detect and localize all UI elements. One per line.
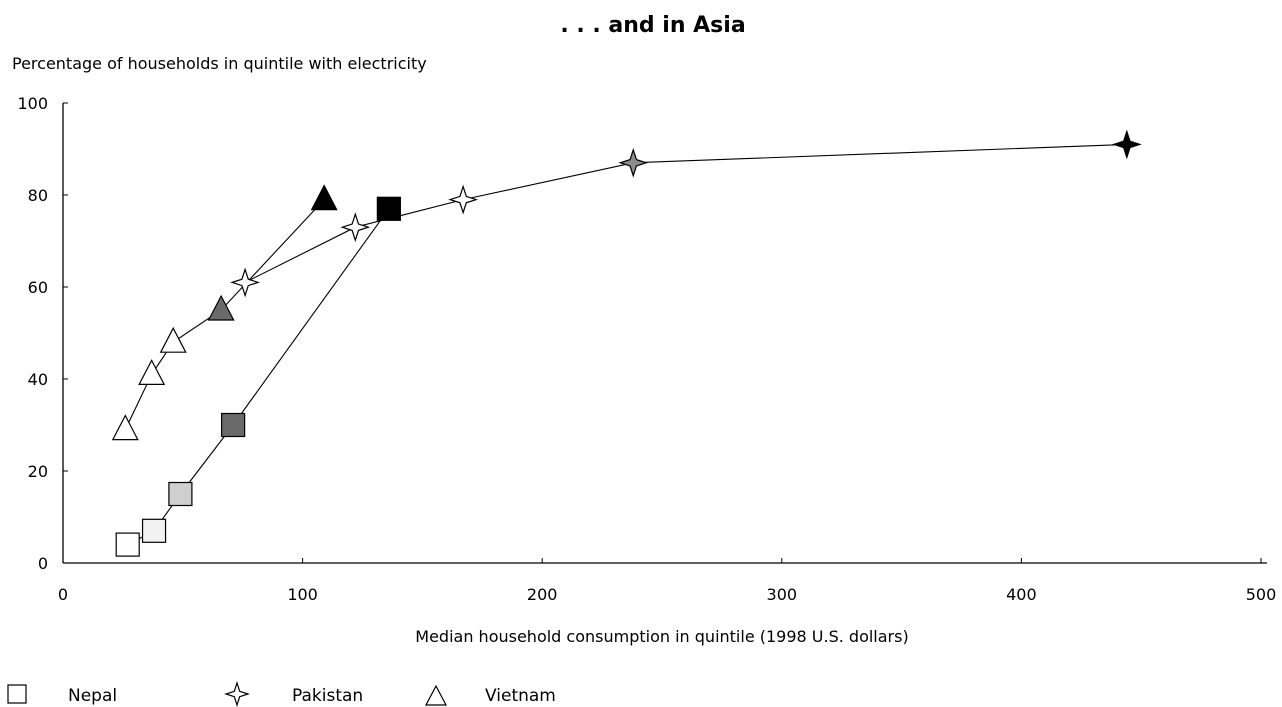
data-point-nepal: [115, 532, 140, 557]
legend: Nepal Pakistan Vietnam: [7, 681, 556, 707]
data-point-vietnam: [207, 294, 235, 321]
y-ticks: 0 20 40 60 80 100: [17, 94, 68, 573]
x-tick-label: 100: [287, 585, 318, 604]
data-point-nepal: [168, 481, 193, 507]
data-point-pakistan: [340, 212, 371, 243]
series-markers: [111, 129, 1142, 557]
data-point-vietnam: [159, 326, 187, 353]
legend-square-marker-icon: [7, 684, 27, 704]
data-point-nepal: [376, 196, 401, 221]
x-tick-label: 500: [1246, 585, 1277, 604]
x-axis-label: Median household consumption in quintile…: [415, 627, 908, 646]
y-tick-label: 0: [38, 554, 48, 573]
series-line-nepal: [127, 208, 390, 546]
x-tick-label: 300: [767, 585, 798, 604]
legend-label-nepal: Nepal: [68, 686, 117, 706]
legend-label-vietnam: Vietnam: [485, 686, 556, 706]
data-point-pakistan: [618, 147, 649, 178]
series-lines: [124, 143, 1127, 546]
legend-triangle-marker-icon: [425, 684, 447, 706]
data-point-nepal: [221, 412, 246, 438]
legend-star-marker-icon: [224, 681, 250, 707]
y-axis-label: Percentage of households in quintile wit…: [12, 54, 427, 73]
x-tick-label: 400: [1006, 585, 1037, 604]
y-tick-label: 80: [28, 186, 48, 205]
x-tick-label: 0: [58, 585, 68, 604]
data-point-vietnam: [111, 414, 139, 441]
data-point-vietnam: [310, 184, 338, 211]
legend-item-pakistan: Pakistan: [224, 681, 363, 707]
legend-item-nepal: Nepal: [7, 684, 117, 706]
y-tick-label: 20: [28, 462, 48, 481]
axes: [62, 103, 1267, 564]
data-point-pakistan: [230, 267, 261, 298]
data-point-nepal: [141, 518, 167, 543]
y-tick-label: 100: [17, 94, 48, 113]
data-point-pakistan: [448, 184, 479, 215]
data-point-pakistan: [1111, 129, 1142, 160]
x-tick-label: 200: [527, 585, 558, 604]
legend-item-vietnam: Vietnam: [425, 684, 556, 706]
chart-title: . . . and in Asia: [560, 13, 745, 38]
y-tick-label: 40: [28, 370, 48, 389]
data-point-vietnam: [138, 359, 166, 385]
legend-label-pakistan: Pakistan: [292, 686, 363, 706]
x-ticks: 0 100 200 300 400 500: [58, 558, 1276, 604]
y-tick-label: 60: [28, 278, 48, 297]
